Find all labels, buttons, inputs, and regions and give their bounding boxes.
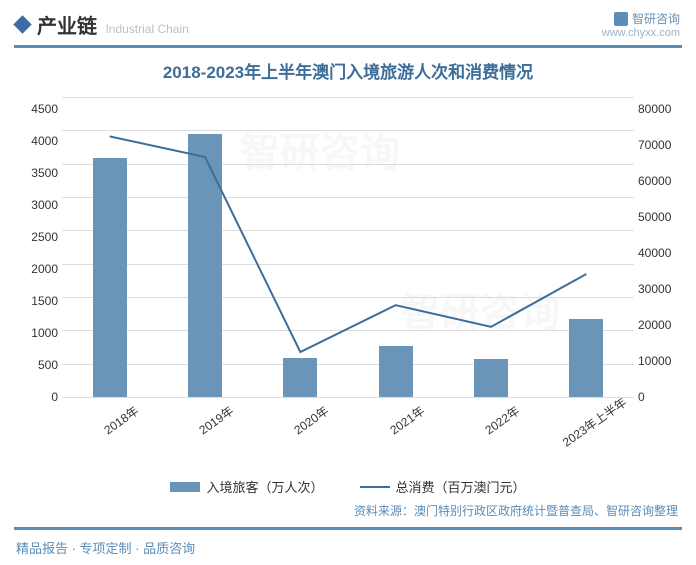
line-series xyxy=(62,97,634,397)
section-title: 产业链 xyxy=(37,16,97,38)
brand-url: www.chyxx.com xyxy=(602,27,680,39)
legend-label-bar: 入境旅客（万人次） xyxy=(206,477,323,496)
plot-area: 050010001500200025003000350040004500 010… xyxy=(62,97,634,427)
chart-frame: 2018-2023年上半年澳门入境旅游人次和消费情况 0500100015002… xyxy=(14,45,682,530)
y-axis-right: 0100002000030000400005000060000700008000… xyxy=(638,97,682,397)
diamond-icon xyxy=(13,15,31,33)
chart-source: 资料来源：澳门特别行政区政府统计暨普查局、智研咨询整理 xyxy=(14,502,682,519)
legend-swatch-line xyxy=(360,486,390,488)
legend-item-bar: 入境旅客（万人次） xyxy=(170,477,323,496)
y-axis-left: 050010001500200025003000350040004500 xyxy=(22,97,58,397)
chart-title: 2018-2023年上半年澳门入境旅游人次和消费情况 xyxy=(14,58,682,83)
footer-links: 精品报告 · 专项定制 · 品质咨询 xyxy=(0,530,696,565)
header-left: 产业链 Industrial Chain xyxy=(16,10,189,39)
header-right: 智研咨询 www.chyxx.com xyxy=(602,10,680,39)
brand-name: 智研咨询 xyxy=(632,10,680,27)
section-subtitle: Industrial Chain xyxy=(105,22,188,36)
brand-icon xyxy=(614,12,628,26)
legend: 入境旅客（万人次） 总消费（百万澳门元） xyxy=(14,477,682,496)
x-axis-labels: 2018年2019年2020年2021年2022年2023年上半年 xyxy=(62,402,634,419)
brand: 智研咨询 xyxy=(602,10,680,27)
legend-swatch-bar xyxy=(170,482,200,492)
legend-item-line: 总消费（百万澳门元） xyxy=(360,477,526,496)
header: 产业链 Industrial Chain 智研咨询 www.chyxx.com xyxy=(0,0,696,45)
legend-label-line: 总消费（百万澳门元） xyxy=(396,477,526,496)
